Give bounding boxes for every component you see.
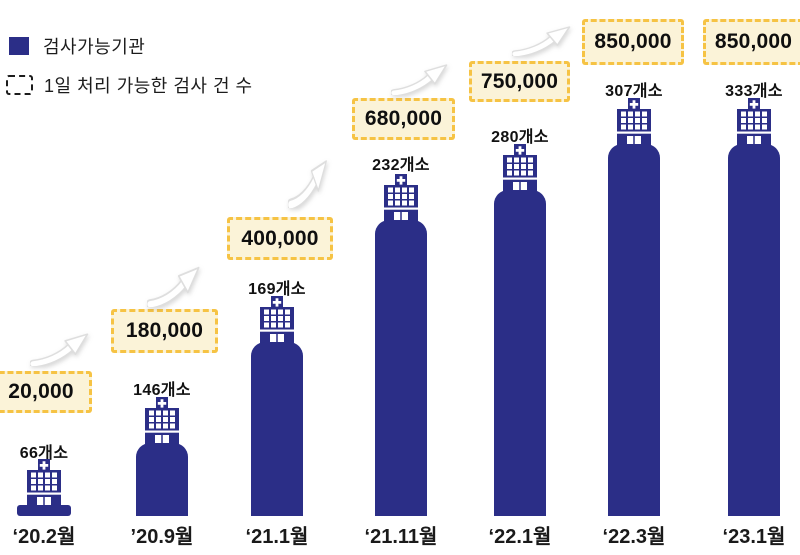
institution-count-label: 333개소 xyxy=(725,83,783,100)
legend-label-institutions: 검사가능기관 xyxy=(43,37,146,57)
x-axis-label: ‘22.1월 xyxy=(488,526,552,548)
institutions-bar xyxy=(728,144,780,516)
growth-arrow-icon xyxy=(512,26,571,56)
x-axis-label: ’20.9월 xyxy=(130,526,194,548)
legend-item-daily-tests: 1일 처리 가능한 검사 건 수 xyxy=(6,72,253,98)
hospital-building-icon xyxy=(617,98,651,146)
hospital-building-icon xyxy=(737,98,771,146)
daily-capacity-badge: 20,000 xyxy=(0,371,92,413)
x-axis-label: ‘23.1월 xyxy=(722,526,786,548)
hospital-building-icon xyxy=(503,144,537,192)
daily-capacity-badge: 180,000 xyxy=(111,309,218,353)
daily-capacity-badge: 400,000 xyxy=(227,217,333,260)
institution-count-label: 280개소 xyxy=(491,129,549,146)
legend-dashed-swatch xyxy=(6,75,33,95)
institution-count-label: 146개소 xyxy=(133,382,191,399)
institutions-bar xyxy=(251,342,303,516)
growth-arrow-icon xyxy=(288,160,327,208)
daily-capacity-badge: 750,000 xyxy=(469,61,570,102)
x-axis-label: ‘21.1월 xyxy=(245,526,309,548)
x-axis-label: ‘20.2월 xyxy=(12,526,76,548)
growth-arrow-icon xyxy=(147,266,200,307)
institutions-bar xyxy=(375,220,427,516)
institutions-bar xyxy=(136,443,188,516)
legend-label-daily-tests: 1일 처리 가능한 검사 건 수 xyxy=(44,76,253,96)
institution-count-label: 307개소 xyxy=(605,83,663,100)
institutions-bar xyxy=(608,144,660,516)
growth-arrow-icon xyxy=(391,64,448,95)
hospital-building-icon xyxy=(27,459,61,507)
x-axis-label: ‘21.11월 xyxy=(364,526,438,548)
legend-item-institutions: 검사가능기관 xyxy=(9,33,145,59)
institutions-bar xyxy=(17,505,71,516)
hospital-building-icon xyxy=(145,397,179,445)
hospital-building-icon xyxy=(260,296,294,344)
institution-count-label: 66개소 xyxy=(19,445,69,462)
institution-count-label: 169개소 xyxy=(248,281,306,298)
daily-capacity-badge: 850,000 xyxy=(703,19,800,65)
x-axis-label: ‘22.3월 xyxy=(602,526,666,548)
daily-capacity-badge: 850,000 xyxy=(582,19,684,65)
growth-arrow-icon xyxy=(30,333,89,366)
daily-capacity-badge: 680,000 xyxy=(352,98,455,140)
legend-solid-swatch xyxy=(9,37,29,55)
institutions-bar xyxy=(494,190,546,516)
hospital-building-icon xyxy=(384,174,418,222)
institution-count-label: 232개소 xyxy=(372,157,430,174)
